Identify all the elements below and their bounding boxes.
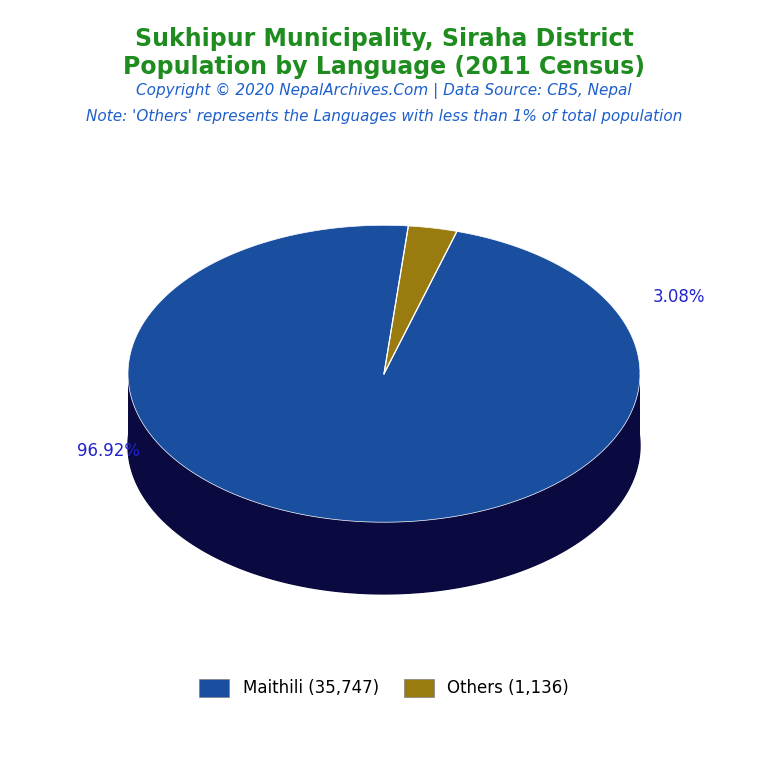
Text: 3.08%: 3.08% bbox=[653, 288, 705, 306]
Polygon shape bbox=[128, 375, 640, 594]
Text: Copyright © 2020 NepalArchives.Com | Data Source: CBS, Nepal: Copyright © 2020 NepalArchives.Com | Dat… bbox=[136, 83, 632, 99]
Text: Sukhipur Municipality, Siraha District: Sukhipur Municipality, Siraha District bbox=[134, 27, 634, 51]
Text: 96.92%: 96.92% bbox=[77, 442, 140, 459]
Legend: Maithili (35,747), Others (1,136): Maithili (35,747), Others (1,136) bbox=[199, 679, 569, 697]
Polygon shape bbox=[128, 297, 640, 594]
Polygon shape bbox=[128, 225, 640, 522]
Polygon shape bbox=[384, 226, 457, 374]
Text: Note: 'Others' represents the Languages with less than 1% of total population: Note: 'Others' represents the Languages … bbox=[86, 109, 682, 124]
Text: Population by Language (2011 Census): Population by Language (2011 Census) bbox=[123, 55, 645, 79]
Polygon shape bbox=[128, 375, 640, 594]
